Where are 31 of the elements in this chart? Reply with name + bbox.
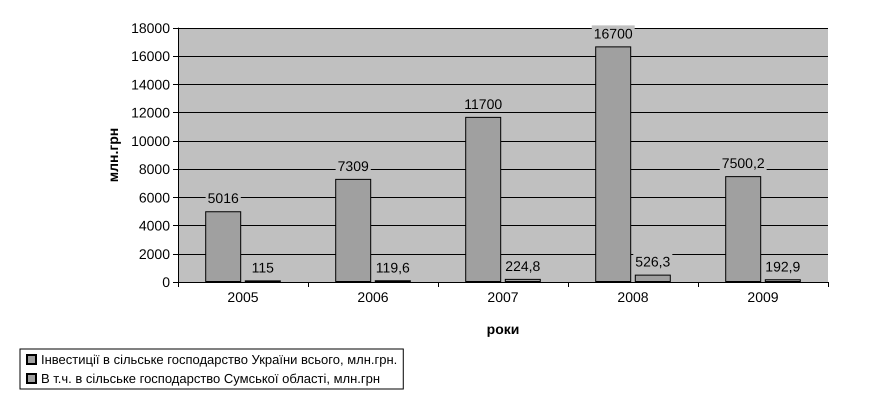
x-axis-title: роки bbox=[486, 321, 520, 337]
bar bbox=[504, 278, 541, 282]
y-tick-label: 4000 bbox=[138, 218, 170, 234]
x-tick-label: 2009 bbox=[747, 289, 779, 305]
y-tick-label: 18000 bbox=[131, 20, 170, 36]
data-label: 526,3 bbox=[635, 254, 671, 270]
data-label: 11700 bbox=[464, 96, 502, 112]
y-tick-label: 8000 bbox=[138, 161, 170, 178]
data-label: 7309 bbox=[338, 158, 369, 174]
data-label: 7500,2 bbox=[722, 155, 765, 172]
data-label: 5016 bbox=[208, 190, 239, 206]
y-axis-title: млн.грн bbox=[105, 128, 122, 182]
x-tick-label: 2008 bbox=[617, 289, 649, 305]
bar bbox=[634, 274, 671, 282]
x-tick-label: 2006 bbox=[357, 289, 389, 305]
legend-label: В т.ч. в сільське господарство Сумської області, млн.грн bbox=[41, 371, 380, 386]
x-tick-label: 2007 bbox=[487, 289, 519, 305]
data-label: 115 bbox=[252, 259, 274, 276]
y-tick-label: 16000 bbox=[131, 48, 170, 64]
data-label: 224,8 bbox=[505, 258, 541, 274]
data-label: 119,6 bbox=[376, 259, 410, 276]
y-tick-label: 0 bbox=[162, 274, 170, 290]
y-tick-label: 10000 bbox=[131, 132, 170, 149]
x-tick-label: 2005 bbox=[227, 289, 259, 305]
y-tick-label: 6000 bbox=[138, 189, 170, 206]
y-tick-label: 12000 bbox=[131, 104, 170, 121]
y-tick-label: 14000 bbox=[131, 76, 170, 92]
data-label: 16700 bbox=[594, 25, 633, 42]
legend-label: Інвестиції в сільське господарство України всього, млн.грн. bbox=[41, 352, 398, 367]
data-label: 192,9 bbox=[765, 258, 801, 274]
y-tick-label: 2000 bbox=[138, 246, 170, 262]
